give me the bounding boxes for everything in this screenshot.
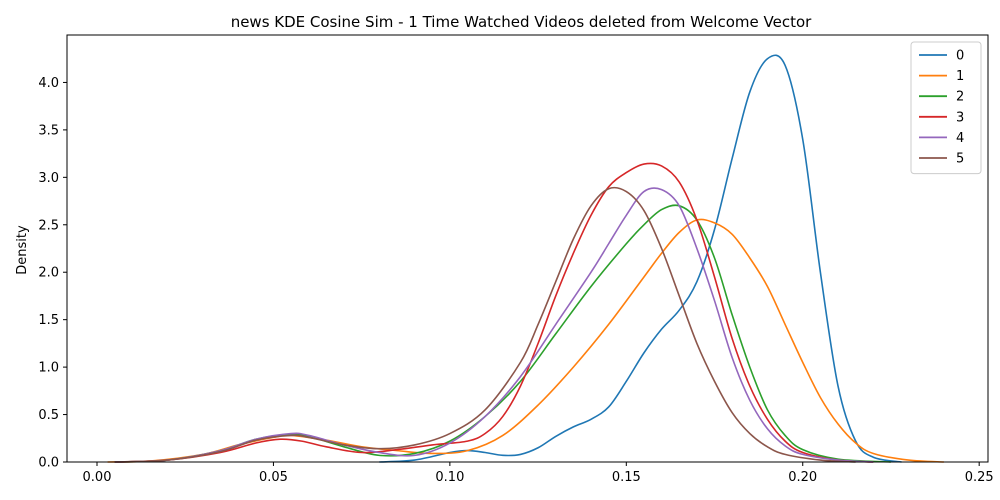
legend-label-2: 2 — [956, 90, 964, 105]
series-line-5 — [114, 186, 856, 463]
series-layer — [107, 54, 944, 463]
x-tick-label: 0.05 — [259, 470, 288, 485]
legend-label-4: 4 — [956, 131, 964, 146]
series-line-4 — [114, 187, 874, 463]
legend-label-5: 5 — [956, 152, 964, 167]
series-line-2 — [114, 204, 892, 463]
x-tick-label: 0.20 — [788, 470, 817, 485]
y-tick-label: 0.5 — [38, 408, 59, 423]
legend: 0 1 2 3 4 5 — [910, 41, 982, 175]
y-tick-label: 2.5 — [38, 218, 59, 233]
x-tick-label: 0.10 — [435, 470, 464, 485]
x-tick-label: 0.00 — [83, 470, 112, 485]
y-tick-label: 3.5 — [38, 123, 59, 138]
legend-label-0: 0 — [956, 49, 964, 64]
chart-title: news KDE Cosine Sim - 1 Time Watched Vid… — [231, 13, 812, 31]
series-line-0 — [379, 54, 902, 463]
y-axis-label: Density — [15, 225, 30, 275]
y-tick-label: 1.5 — [38, 313, 59, 328]
y-tick-label: 2.0 — [38, 266, 59, 281]
legend-label-3: 3 — [956, 110, 964, 125]
y-tick-label: 0.0 — [38, 456, 59, 471]
x-tick-label: 0.25 — [965, 470, 994, 485]
y-tick-label: 1.0 — [38, 361, 59, 376]
y-tick-label: 3.0 — [38, 171, 59, 186]
legend-label-1: 1 — [956, 69, 964, 84]
series-line-3 — [114, 162, 874, 463]
x-tick-label: 0.15 — [612, 470, 641, 485]
plot-frame — [66, 34, 989, 463]
axes-layer: 0.00 0.05 0.10 0.15 0.20 0.25 0.0 0.5 1.0 1.5 2.0 2… — [38, 34, 994, 485]
legend-box — [910, 41, 982, 175]
y-tick-label: 4.0 — [38, 76, 59, 91]
